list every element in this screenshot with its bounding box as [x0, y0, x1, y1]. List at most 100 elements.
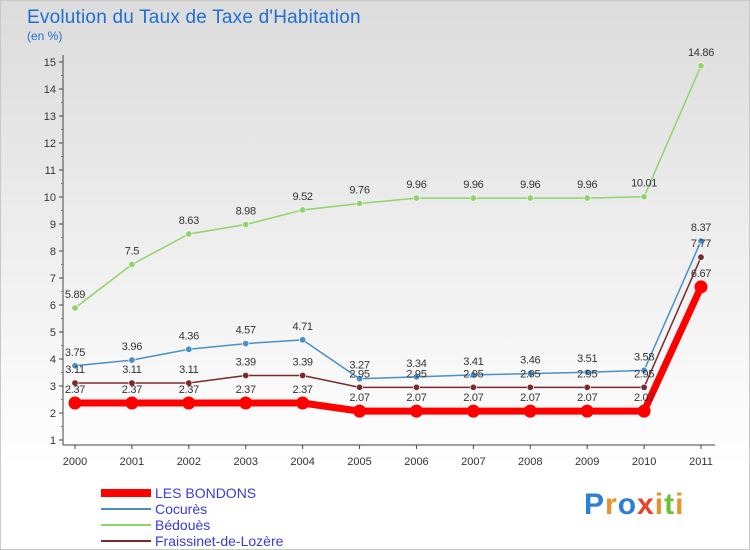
data-point — [409, 404, 423, 418]
x-tick-label: 2011 — [689, 456, 713, 468]
x-tick-label: 2005 — [347, 456, 371, 468]
data-label: 7.77 — [691, 238, 711, 250]
data-point — [523, 404, 537, 418]
proxiti-logo: Proxiti — [584, 488, 685, 521]
data-point — [526, 194, 534, 202]
data-point — [125, 396, 139, 410]
data-point — [71, 304, 79, 312]
data-point — [640, 383, 648, 391]
y-tick-label: 4 — [50, 354, 56, 366]
legend-item: Cocurès — [101, 501, 283, 517]
series-line-1 — [74, 240, 702, 380]
data-point — [694, 280, 708, 294]
data-label: 2.95 — [520, 368, 540, 380]
y-tick-label: 7 — [50, 273, 56, 285]
data-label: 3.58 — [634, 351, 654, 363]
data-label: 2.37 — [293, 384, 313, 396]
data-point — [469, 371, 477, 379]
data-point — [299, 336, 307, 344]
data-point — [640, 366, 648, 374]
data-point — [526, 370, 534, 378]
data-label: 2.07 — [349, 392, 369, 404]
data-label: 3.51 — [577, 353, 597, 365]
data-label: 2.95 — [577, 368, 597, 380]
x-tick-label: 2009 — [575, 456, 599, 468]
data-label: 9.96 — [463, 179, 483, 191]
data-point — [185, 379, 193, 387]
data-label: 5.89 — [65, 289, 85, 301]
data-label: 2.07 — [520, 392, 540, 404]
data-label: 8.37 — [691, 222, 711, 234]
data-point — [242, 340, 250, 348]
data-point — [583, 194, 591, 202]
data-point — [640, 193, 648, 201]
legend-label: Fraissinet-de-Lozère — [155, 533, 284, 549]
x-tick-label: 2004 — [290, 456, 314, 468]
data-point — [356, 199, 364, 207]
x-tick-label: 2000 — [63, 456, 87, 468]
data-label: 8.98 — [236, 206, 256, 218]
data-point — [299, 206, 307, 214]
y-tick-label: 14 — [44, 84, 56, 96]
data-label: 4.57 — [236, 325, 256, 337]
data-label: 3.39 — [293, 356, 313, 368]
data-label: 9.96 — [406, 179, 426, 191]
data-label: 2.37 — [236, 384, 256, 396]
data-point — [469, 383, 477, 391]
data-label: 2.95 — [463, 368, 483, 380]
data-label: 10.01 — [631, 178, 657, 190]
y-tick-label: 1 — [50, 435, 56, 447]
x-tick-label: 2010 — [632, 456, 656, 468]
data-point — [185, 345, 193, 353]
data-point — [68, 396, 82, 410]
data-point — [296, 396, 310, 410]
data-label: 3.41 — [463, 356, 483, 368]
data-label: 2.37 — [65, 384, 85, 396]
y-tick-label: 2 — [50, 408, 56, 420]
data-point — [239, 396, 253, 410]
x-tick-label: 2006 — [404, 456, 428, 468]
data-point — [353, 404, 367, 418]
data-point — [128, 379, 136, 387]
legend-item: Bédouès — [101, 517, 283, 533]
series-lines — [74, 65, 705, 415]
data-point — [580, 404, 594, 418]
data-label: 2.07 — [634, 392, 654, 404]
legend-swatch — [101, 524, 151, 526]
data-label: 2.95 — [634, 368, 654, 380]
data-point — [466, 404, 480, 418]
data-label: 2.07 — [463, 392, 483, 404]
data-label: 3.11 — [65, 364, 85, 376]
y-tick-label: 10 — [44, 192, 56, 204]
legend-item: LES BONDONS — [101, 485, 283, 501]
y-tick-label: 15 — [44, 57, 56, 69]
data-point — [71, 362, 79, 370]
data-label: 9.76 — [349, 184, 369, 196]
x-tick-label: 2008 — [518, 456, 542, 468]
y-tick-label: 9 — [50, 219, 56, 231]
x-tick-label: 2007 — [461, 456, 485, 468]
data-label: 3.75 — [65, 347, 85, 359]
data-label: 9.52 — [293, 191, 313, 203]
x-tick-label: 2002 — [177, 456, 201, 468]
data-point — [128, 260, 136, 268]
legend-swatch — [101, 508, 151, 510]
data-label: 3.96 — [122, 341, 142, 353]
data-point — [356, 383, 364, 391]
data-label: 3.34 — [406, 358, 426, 370]
y-tick-label: 12 — [44, 138, 56, 150]
data-label: 3.39 — [236, 356, 256, 368]
data-point — [356, 375, 364, 383]
legend: LES BONDONS Cocurès Bédouès Fraissinet-de-L… — [101, 485, 283, 549]
data-label: 4.36 — [179, 330, 199, 342]
data-point — [697, 253, 705, 261]
data-point — [242, 371, 250, 379]
data-label: 2.95 — [406, 368, 426, 380]
data-point — [299, 371, 307, 379]
y-tick-label: 8 — [50, 246, 56, 258]
series-labels: 2.37 2.37 2.37 2.37 2.37 2.07 2.07 2.07 2.07 2.07… — [65, 47, 715, 404]
legend-label: Bédouès — [155, 517, 211, 533]
chart-title: Evolution du Taux de Taxe d'Habitation — [27, 7, 361, 28]
